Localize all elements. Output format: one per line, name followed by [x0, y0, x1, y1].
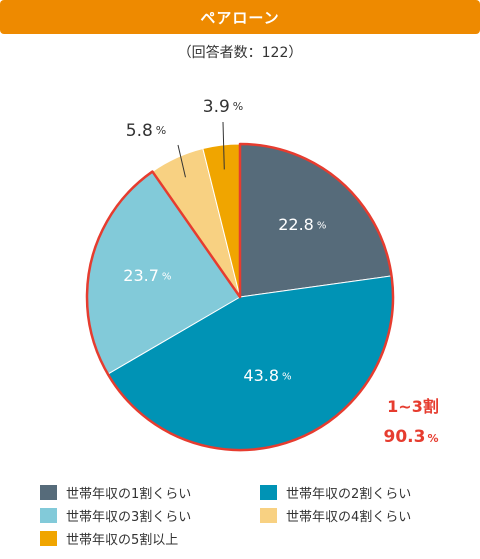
respondent-count: （回答者数：122） — [177, 45, 303, 61]
chart-title: ペアローン — [200, 8, 280, 27]
legend-label: 世帯年収の4割くらい — [286, 509, 412, 525]
legend-item-1: 世帯年収の1割くらい — [40, 484, 260, 502]
legend-swatch — [260, 507, 277, 523]
legend-swatch — [260, 484, 277, 500]
legend-swatch — [40, 507, 57, 523]
legend-label: 世帯年収の5割以上 — [66, 532, 179, 548]
legend-label: 世帯年収の3割くらい — [66, 509, 192, 525]
pie-slice — [239, 143, 393, 298]
legend: 世帯年収の1割くらい 世帯年収の2割くらい 世帯年収の3割くらい 世帯年収の4割… — [40, 484, 480, 548]
legend-item-3: 世帯年収の3割くらい — [40, 507, 260, 525]
legend-item-2: 世帯年収の2割くらい — [260, 484, 480, 502]
legend-swatch — [40, 530, 57, 546]
leader-line — [177, 144, 186, 178]
legend-swatch — [40, 484, 57, 500]
highlight-label: 1~3割 — [387, 397, 439, 416]
data-label: 5.8% — [126, 121, 167, 141]
data-label: 3.9% — [203, 97, 244, 117]
chart-title-bar: ペアローン — [0, 0, 480, 34]
legend-label: 世帯年収の2割くらい — [286, 486, 412, 502]
highlight-outline — [85, 142, 395, 452]
leader-line — [222, 121, 225, 170]
legend-item-5: 世帯年収の5割以上 — [40, 530, 260, 548]
legend-label: 世帯年収の1割くらい — [66, 486, 192, 502]
highlight-value: 90.3% — [384, 427, 439, 447]
legend-item-4: 世帯年収の4割くらい — [260, 507, 480, 525]
